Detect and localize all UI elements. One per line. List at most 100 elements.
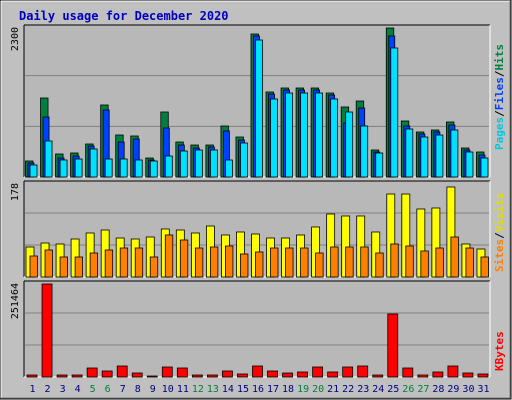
bar-sites (390, 243, 399, 278)
bar-pages (405, 128, 414, 178)
bar-sites (194, 247, 204, 278)
bar-pages (240, 142, 248, 178)
day-label: 9 (150, 384, 156, 395)
legend-pages: Pages (493, 117, 506, 150)
bar-kbytes (342, 366, 354, 378)
bar-kbytes (222, 370, 233, 378)
bar-sites (345, 246, 354, 278)
bar-kbytes (297, 371, 308, 378)
bar-sites (465, 247, 474, 278)
bar-pages (89, 148, 98, 178)
bar-sites (360, 246, 369, 278)
chart-title: Daily usage for December 2020 (19, 9, 229, 23)
bar-pages (209, 149, 218, 178)
bar-pages (465, 151, 474, 178)
day-label: 26 (402, 384, 414, 395)
bar-kbytes (206, 374, 218, 378)
bar-sites (179, 239, 189, 278)
legend-hits: Hits (493, 44, 506, 71)
day-label: 21 (327, 384, 339, 395)
legend-mid: Sites/Visits (493, 193, 506, 273)
bar-sites (300, 247, 309, 278)
day-label: 8 (135, 384, 141, 395)
bar-kbytes (161, 366, 173, 378)
bar-kbytes (252, 365, 263, 378)
bar-pages (360, 125, 369, 178)
panel-hits-files-pages: 2300 (10, 24, 491, 178)
bar-pages (225, 159, 233, 178)
bar-sites (209, 246, 219, 278)
day-label: 29 (447, 384, 459, 395)
bar-pages (59, 159, 68, 178)
day-label: 5 (90, 384, 96, 395)
legend-visits: Visits (493, 193, 506, 233)
bar-kbytes (327, 371, 339, 378)
bar-pages (29, 164, 38, 178)
day-label: 1 (30, 384, 36, 395)
day-label: 15 (237, 384, 249, 395)
bar-sites (104, 249, 114, 278)
day-label: 16 (252, 384, 264, 395)
bar-sites (270, 247, 279, 278)
legend-sites: Sites (493, 239, 506, 272)
bar-kbytes (146, 375, 158, 378)
bar-pages (179, 150, 188, 178)
panel-kbytes: 251464 (10, 280, 491, 378)
bar-pages (134, 159, 143, 178)
bar-kbytes (116, 365, 128, 378)
bar-kbytes (41, 283, 53, 378)
bar-sites (480, 256, 489, 278)
panel-visits-sites: 178 (10, 180, 491, 278)
bar-sites (240, 253, 249, 278)
bar-kbytes (176, 367, 188, 378)
day-label: 14 (222, 384, 234, 395)
day-label: 27 (417, 384, 429, 395)
bar-sites (285, 247, 294, 278)
bar-sites (375, 252, 384, 278)
bar-pages (104, 158, 113, 178)
bar-kbytes (312, 366, 324, 378)
bar-kbytes (477, 373, 489, 378)
bar-sites (164, 234, 174, 278)
bar-kbytes (432, 371, 444, 378)
bar-sites (119, 247, 129, 278)
legend-sep-2: / (493, 70, 506, 77)
bar-pages (375, 152, 384, 178)
day-label: 24 (372, 384, 384, 395)
day-label: 17 (267, 384, 279, 395)
bar-pages (420, 136, 429, 178)
bar-pages (450, 129, 459, 178)
day-label: 30 (462, 384, 474, 395)
bar-pages (270, 98, 278, 178)
bar-kbytes (267, 370, 278, 378)
bar-kbytes (191, 374, 203, 378)
bar-sites (330, 246, 339, 278)
day-label: 18 (282, 384, 294, 395)
day-label: 3 (60, 384, 66, 395)
bar-pages (119, 158, 128, 178)
bar-sites (134, 247, 144, 278)
bar-sites (435, 247, 444, 278)
legend-sep-1: / (493, 110, 506, 117)
plot-area (24, 281, 490, 377)
bar-kbytes (131, 372, 143, 378)
day-label: 13 (207, 384, 219, 395)
bar-kbytes (417, 374, 429, 378)
bar-kbytes (86, 367, 98, 378)
bar-sites (225, 245, 234, 278)
legend-sep-3: / (493, 232, 506, 239)
day-label: 19 (297, 384, 309, 395)
day-label: 10 (162, 384, 174, 395)
bar-sites (450, 236, 459, 278)
bar-pages (345, 111, 354, 178)
legend-bot: KBytes (493, 331, 506, 371)
bar-sites (405, 245, 414, 278)
bar-pages (330, 98, 339, 178)
bar-pages (390, 47, 399, 178)
bar-pages (435, 134, 444, 178)
day-label: 28 (432, 384, 444, 395)
bar-pages (74, 158, 83, 178)
day-label: 31 (477, 384, 489, 395)
legend-kbytes: KBytes (493, 331, 506, 371)
